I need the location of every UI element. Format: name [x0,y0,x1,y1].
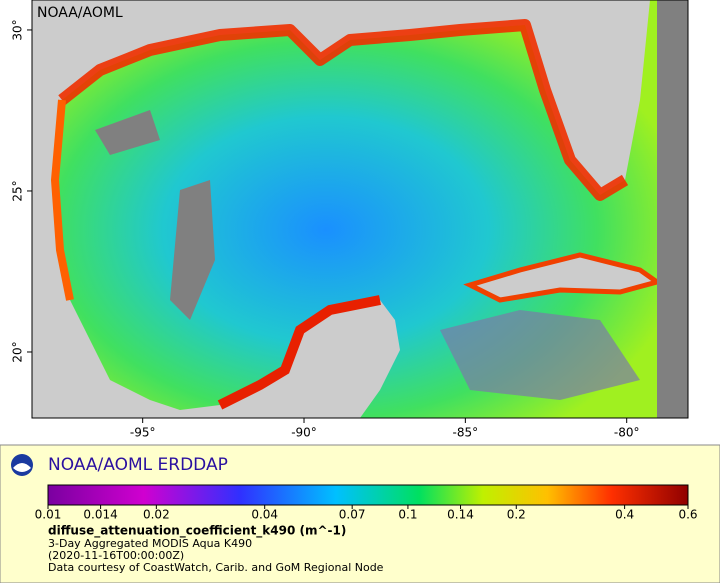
lat-tick-label: 30° [11,19,25,40]
colorbar-tick-label: 0.01 [35,508,62,522]
colorbar-tick-label: 0.6 [678,508,697,522]
coastal-band [50,99,74,301]
colorbar-tick-label: 0.2 [507,508,526,522]
colorbar-tick-label: 0.4 [615,508,634,522]
map-area [32,0,688,418]
colorbar [47,484,689,506]
colorbar-tick-label: 0.1 [398,508,417,522]
colorbar-tick-label: 0.14 [447,508,474,522]
coastal-band [217,295,381,410]
legend-panel [0,444,720,583]
no-data [95,110,160,155]
colorbar-tick-label: 0.02 [143,508,170,522]
colorbar-tick-label: 0.04 [251,508,278,522]
map-frame [31,0,689,419]
lat-tick-label: 25° [11,180,25,201]
legend-line: 3-Day Aggregated MODIS Aqua K490 [48,537,252,550]
lon-tick-label: -80° [614,426,640,440]
colorbar-tick-label: 0.014 [83,508,117,522]
legend-line: (2020-11-16T00:00:00Z) [48,549,184,562]
lon-tick-label: -95° [130,426,156,440]
legend-line: Data courtesy of CoastWatch, Carib. and … [48,561,384,574]
no-data [170,180,215,320]
colorbar-tick-label: 0.07 [339,508,366,522]
legend-title: NOAA/AOML ERDDAP [48,455,228,475]
lon-tick-label: -90° [291,426,317,440]
no-data-strip [657,0,688,418]
lat-tick-label: 20° [11,341,25,362]
coastal-band [58,19,629,201]
variable-name: diffuse_attenuation_coefficient_k490 (m^… [48,524,346,539]
lon-tick-label: -85° [453,426,479,440]
no-data [440,310,640,400]
map-label: NOAA/AOML [37,5,123,21]
noaa-logo-wave [13,463,31,472]
